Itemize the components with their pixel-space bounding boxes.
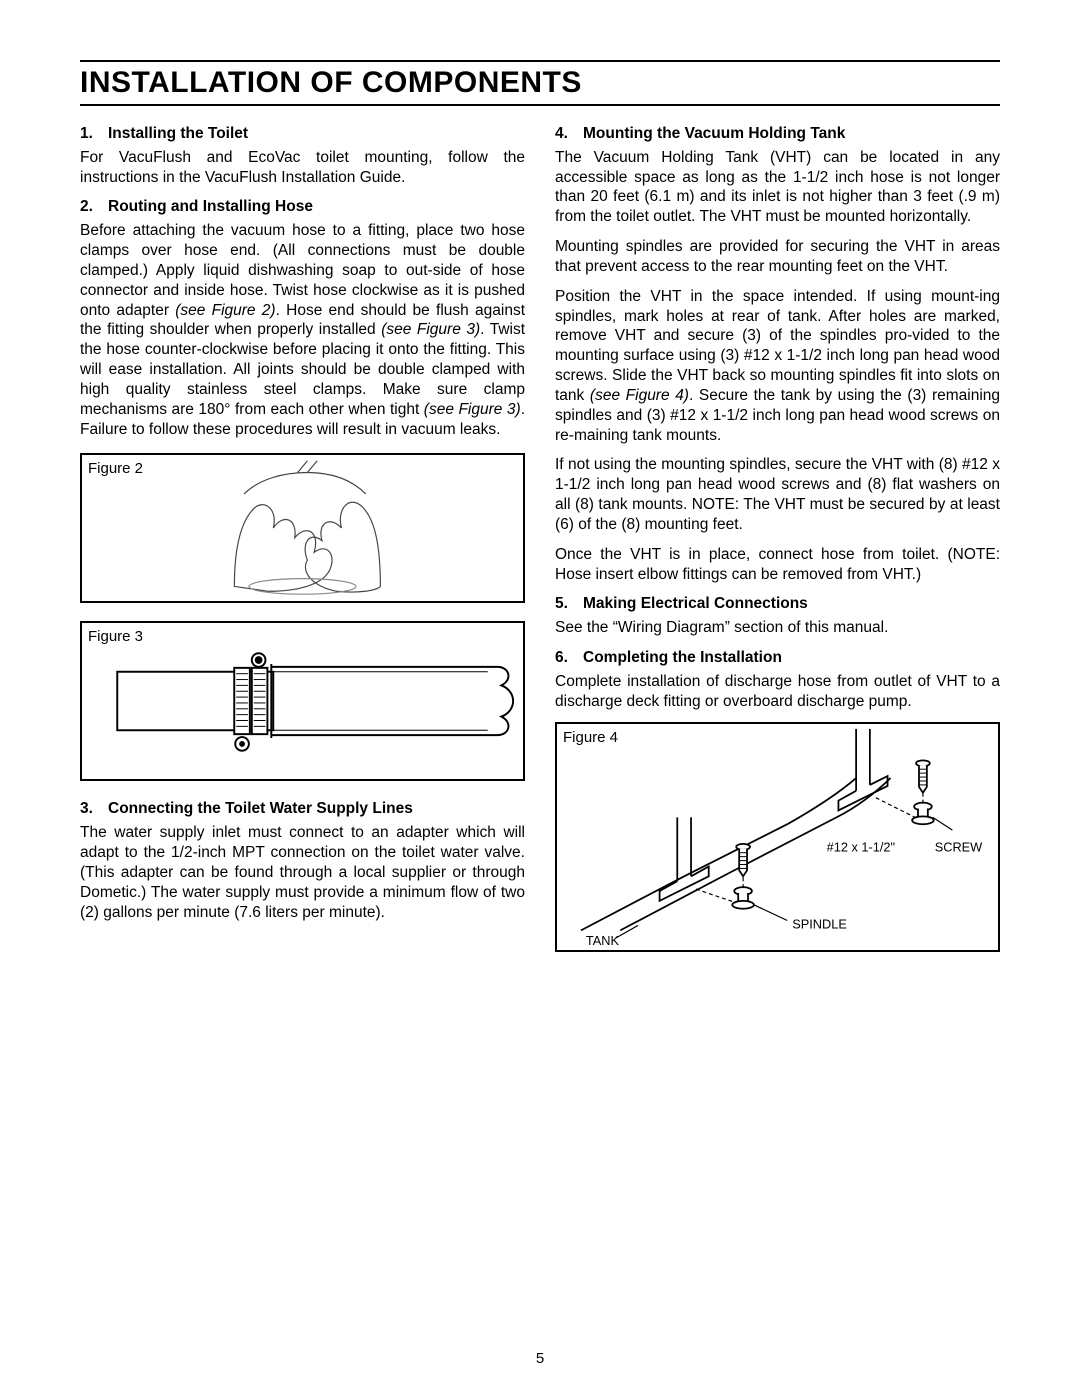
section-number: 4. (555, 124, 583, 144)
section-4-p4: If not using the mounting spindles, secu… (555, 455, 1000, 534)
section-1-heading: 1. Installing the Toilet (80, 124, 525, 144)
figure-label: Figure 2 (88, 459, 143, 478)
callout-screw: SCREW (935, 839, 983, 854)
figure-2: Figure 2 (80, 453, 525, 603)
section-5-body: See the “Wiring Diagram” section of this… (555, 618, 1000, 638)
section-3-heading: 3. Connecting the Toilet Water Supply Li… (80, 799, 525, 819)
section-number: 1. (80, 124, 108, 144)
page-number: 5 (0, 1350, 1080, 1367)
right-column: 4. Mounting the Vacuum Holding Tank The … (555, 116, 1000, 970)
section-6-body: Complete installation of discharge hose … (555, 672, 1000, 712)
section-title: Making Electrical Connections (583, 594, 808, 614)
section-title: Completing the Installation (583, 648, 782, 668)
figure-3-illustration (82, 623, 523, 779)
figure-ref: (see Figure 3) (381, 321, 480, 338)
figure-4: Figure 4 (555, 722, 1000, 952)
two-column-layout: 1. Installing the Toilet For VacuFlush a… (80, 116, 1000, 970)
section-4-p2: Mounting spindles are provided for secur… (555, 237, 1000, 277)
figure-ref: (see Figure 4) (590, 387, 689, 404)
figure-label: Figure 4 (563, 728, 618, 747)
section-1-body: For VacuFlush and EcoVac toilet mounting… (80, 148, 525, 188)
section-6-heading: 6. Completing the Installation (555, 648, 1000, 668)
top-rule (80, 60, 1000, 62)
section-number: 3. (80, 799, 108, 819)
section-number: 5. (555, 594, 583, 614)
section-4-p5: Once the VHT is in place, connect hose f… (555, 545, 1000, 585)
figure-2-illustration (82, 455, 523, 601)
figure-ref: (see Figure 3) (424, 401, 521, 418)
section-number: 6. (555, 648, 583, 668)
callout-tank: TANK (586, 933, 620, 948)
section-title: Connecting the Toilet Water Supply Lines (108, 799, 413, 819)
callout-screw-size: #12 x 1-1/2" (827, 839, 895, 854)
section-5-heading: 5. Making Electrical Connections (555, 594, 1000, 614)
section-4-p3: Position the VHT in the space intended. … (555, 287, 1000, 446)
figure-3: Figure 3 (80, 621, 525, 781)
section-2-heading: 2. Routing and Installing Hose (80, 197, 525, 217)
section-title: Installing the Toilet (108, 124, 248, 144)
figure-ref: (see Figure 2) (175, 302, 275, 319)
section-2-body: Before attaching the vacuum hose to a fi… (80, 221, 525, 439)
figure-4-illustration: #12 x 1-1/2" SCREW TANK SPINDLE (557, 724, 998, 950)
left-column: 1. Installing the Toilet For VacuFlush a… (80, 116, 525, 970)
section-title: Routing and Installing Hose (108, 197, 313, 217)
section-4-p1: The Vacuum Holding Tank (VHT) can be loc… (555, 148, 1000, 227)
section-4-heading: 4. Mounting the Vacuum Holding Tank (555, 124, 1000, 144)
page-title: INSTALLATION OF COMPONENTS (80, 66, 1000, 106)
callout-spindle: SPINDLE (792, 916, 847, 931)
section-number: 2. (80, 197, 108, 217)
section-3-body: The water supply inlet must connect to a… (80, 823, 525, 922)
figure-label: Figure 3 (88, 627, 143, 646)
section-title: Mounting the Vacuum Holding Tank (583, 124, 845, 144)
